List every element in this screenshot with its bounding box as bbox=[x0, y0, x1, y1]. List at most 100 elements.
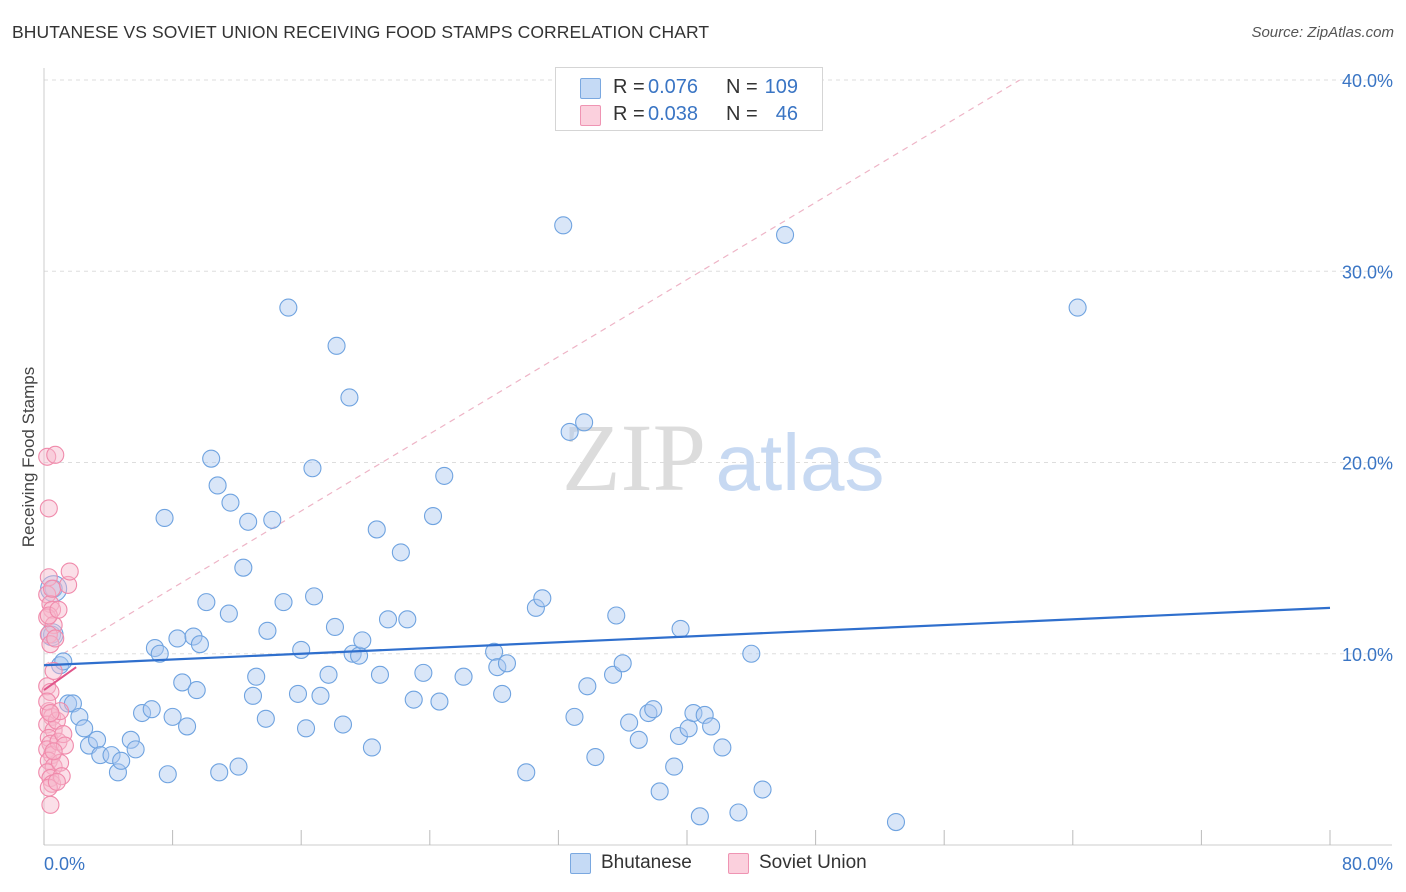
bhutanese-point bbox=[391, 543, 410, 562]
soviet-union-point bbox=[39, 606, 58, 625]
bhutanese-point bbox=[362, 738, 381, 757]
bhutanese-point bbox=[423, 506, 443, 526]
bhutanese-point bbox=[488, 658, 507, 677]
bhutanese-point bbox=[560, 422, 579, 441]
legend-r-label: R = bbox=[613, 103, 645, 125]
bhutanese-point bbox=[497, 654, 517, 673]
tick-labels: 10.0% 20.0% 30.0% 40.0% 0.0% 80.0% bbox=[44, 71, 1393, 874]
bhutanese-point bbox=[430, 692, 449, 711]
legend-n-label: N = bbox=[726, 103, 758, 125]
chart-title: BHUTANESE VS SOVIET UNION RECEIVING FOOD… bbox=[12, 22, 710, 42]
x-tick-label: 0.0% bbox=[44, 854, 85, 874]
legend-r-label: R = bbox=[613, 76, 645, 98]
bhutanese-point bbox=[163, 707, 182, 726]
bhutanese-point bbox=[258, 621, 277, 640]
bhutanese-point bbox=[776, 225, 795, 244]
bhutanese-point bbox=[168, 629, 187, 648]
bhutanese-point bbox=[378, 610, 398, 629]
bhutanese-point bbox=[886, 812, 906, 832]
grid-lines bbox=[44, 79, 1392, 655]
bhutanese-point bbox=[219, 604, 238, 623]
soviet-union-point bbox=[60, 562, 79, 581]
bhutanese-point bbox=[112, 751, 131, 770]
bhutanese-point bbox=[229, 757, 248, 776]
bhutanese-point bbox=[145, 638, 164, 658]
bhutanese-point bbox=[350, 646, 369, 665]
soviet-union-point bbox=[54, 725, 73, 744]
bhutanese-point bbox=[102, 746, 121, 765]
bhutanese-point bbox=[665, 757, 684, 776]
bhutanese-point bbox=[526, 598, 545, 617]
bhutanese-point bbox=[243, 686, 263, 705]
soviet-union-point bbox=[41, 703, 60, 723]
bhutanese-point bbox=[208, 476, 227, 495]
bhutanese-point bbox=[263, 510, 282, 529]
bhutanese-point bbox=[713, 738, 732, 757]
soviet-union-point bbox=[38, 692, 57, 711]
bhutanese-point bbox=[586, 747, 605, 767]
legend-swatch-soviet-union bbox=[580, 105, 601, 126]
bhutanese-point bbox=[121, 730, 140, 749]
bhutanese-point bbox=[108, 763, 127, 782]
bhutanese-point bbox=[319, 665, 338, 684]
bhutanese-point bbox=[247, 667, 266, 686]
watermark-atlas: atlas bbox=[716, 418, 885, 507]
legend-r-value: 0.076 bbox=[648, 76, 699, 98]
bhutanese-point bbox=[234, 558, 253, 577]
source-label: Source: ZipAtlas.com bbox=[1251, 24, 1394, 41]
soviet-union-points bbox=[38, 445, 79, 814]
soviet-union-point bbox=[46, 445, 65, 464]
bhutanese-point bbox=[296, 719, 316, 738]
bhutanese-point bbox=[221, 493, 240, 512]
bhutanese-point bbox=[702, 717, 721, 736]
bhutanese-point bbox=[303, 459, 322, 478]
bhutanese-point bbox=[690, 807, 709, 826]
bhutanese-point bbox=[671, 619, 690, 638]
bhutanese-point bbox=[343, 644, 362, 663]
y-tick-label: 20.0% bbox=[1342, 454, 1393, 474]
x-tick-label: 80.0% bbox=[1342, 854, 1393, 874]
legend-n-value: 109 bbox=[764, 76, 798, 98]
soviet-union-point bbox=[41, 795, 60, 814]
bhutanese-point bbox=[178, 717, 197, 736]
bhutanese-point bbox=[150, 644, 169, 663]
bhutanese-point bbox=[142, 700, 161, 719]
bhutanese-point bbox=[650, 782, 669, 801]
bottom-legend-label: Soviet Union bbox=[759, 852, 867, 873]
legend-r-value: 0.038 bbox=[648, 103, 699, 125]
bhutanese-point bbox=[533, 589, 552, 608]
bhutanese-point bbox=[333, 715, 353, 734]
bhutanese-point bbox=[404, 690, 423, 709]
bhutanese-point bbox=[239, 512, 258, 531]
bottom-legend-swatch-soviet-union bbox=[728, 853, 749, 874]
bhutanese-point bbox=[1068, 298, 1087, 317]
bhutanese-point bbox=[454, 667, 473, 686]
bhutanese-points bbox=[40, 216, 1087, 832]
y-tick-label: 10.0% bbox=[1342, 645, 1393, 665]
bhutanese-point bbox=[414, 663, 433, 682]
bhutanese-point bbox=[197, 593, 216, 612]
bhutanese-point bbox=[607, 606, 626, 625]
bhutanese-point bbox=[370, 665, 390, 684]
bhutanese-point bbox=[517, 763, 536, 782]
bhutanese-point bbox=[684, 703, 703, 723]
bhutanese-point bbox=[679, 719, 698, 738]
bhutanese-point bbox=[305, 587, 324, 606]
bhutanese-point bbox=[256, 709, 275, 728]
bhutanese-point bbox=[173, 673, 192, 692]
trend-lines bbox=[43, 606, 1331, 691]
soviet-union-trend-line bbox=[43, 666, 77, 691]
bhutanese-point bbox=[575, 413, 594, 432]
bhutanese-point bbox=[565, 707, 584, 726]
bhutanese-point bbox=[158, 765, 177, 784]
bhutanese-point bbox=[629, 730, 648, 749]
diagonal-reference-line bbox=[43, 79, 1021, 666]
soviet-union-point bbox=[38, 677, 57, 696]
y-tick-label: 30.0% bbox=[1342, 262, 1393, 282]
reference-line bbox=[43, 79, 1021, 666]
bhutanese-point bbox=[669, 726, 689, 746]
bhutanese-point bbox=[70, 707, 89, 726]
soviet-union-point bbox=[49, 600, 68, 619]
bhutanese-point bbox=[353, 631, 372, 650]
